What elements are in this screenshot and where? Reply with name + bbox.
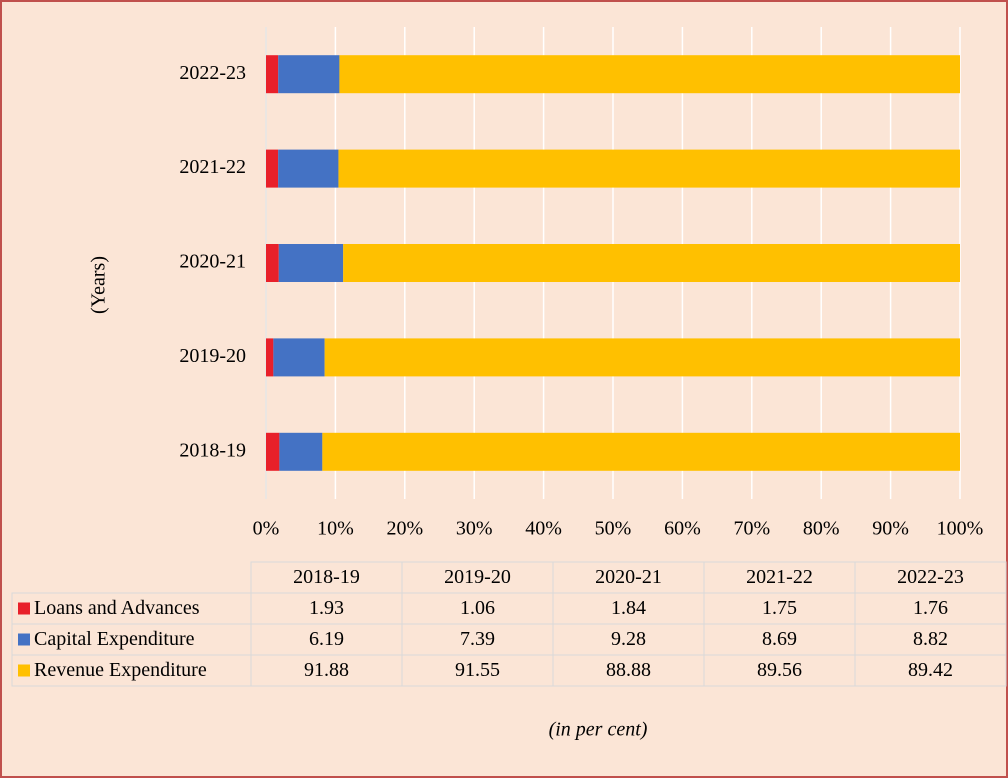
y-axis-label: (Years)	[88, 256, 110, 314]
table-header: 2018-19	[293, 566, 360, 588]
x-tick-label: 90%	[872, 518, 909, 540]
bar-segment	[343, 244, 960, 282]
table-value: 9.28	[611, 628, 646, 650]
bar-segment	[278, 244, 344, 282]
table-value: 91.88	[304, 659, 349, 681]
table-value: 1.75	[762, 597, 797, 619]
bar-segment	[266, 149, 279, 188]
table-value: 7.39	[460, 628, 495, 650]
bar-segment	[266, 55, 279, 94]
x-tick-label: 0%	[253, 518, 280, 540]
bar-segment	[324, 338, 960, 377]
x-tick-label: 70%	[733, 518, 770, 540]
legend-label: Capital Expenditure	[34, 628, 195, 650]
bar-segment	[322, 432, 961, 471]
bar-segment	[266, 244, 279, 282]
table-header: 2020-21	[595, 566, 662, 588]
table-value: 6.19	[309, 628, 344, 650]
legend-swatch	[18, 633, 30, 646]
legend-label: Revenue Expenditure	[34, 659, 207, 681]
bar-segment	[339, 55, 961, 94]
x-tick-label: 50%	[595, 518, 632, 540]
bar-segment	[266, 338, 274, 377]
y-tick-label: 2020-21	[179, 251, 246, 273]
note: (in per cent)	[549, 719, 648, 741]
legend-swatch	[18, 602, 30, 615]
bar-segment	[279, 432, 323, 471]
x-tick-label: 20%	[386, 518, 423, 540]
bar-segment	[338, 149, 960, 188]
table-value: 1.93	[309, 597, 344, 619]
table-value: 1.06	[460, 597, 495, 619]
table-value: 8.69	[762, 628, 797, 650]
table-header: 2021-22	[746, 566, 813, 588]
x-tick-label: 30%	[456, 518, 493, 540]
x-tick-label: 10%	[317, 518, 354, 540]
table-value: 1.76	[913, 597, 948, 619]
table-value: 91.55	[455, 659, 500, 681]
bar-segment	[273, 338, 325, 377]
table-header: 2022-23	[897, 566, 964, 588]
y-tick-label: 2022-23	[179, 62, 246, 84]
table-cell	[854, 654, 1007, 687]
legend-swatch	[18, 664, 30, 677]
x-tick-label: 100%	[937, 518, 984, 540]
y-tick-label: 2021-22	[179, 156, 246, 178]
table-header: 2019-20	[444, 566, 511, 588]
x-tick-label: 60%	[664, 518, 701, 540]
table-value: 89.42	[908, 659, 953, 681]
bar-segment	[266, 432, 280, 471]
y-tick-label: 2019-20	[179, 345, 246, 367]
legend-label: Loans and Advances	[34, 597, 200, 619]
table-value: 89.56	[757, 659, 802, 681]
table-value: 8.82	[913, 628, 948, 650]
x-tick-label: 40%	[525, 518, 562, 540]
table-value: 1.84	[611, 597, 646, 619]
bar-segment	[278, 149, 339, 188]
bar-segment	[278, 55, 340, 94]
x-tick-label: 80%	[803, 518, 840, 540]
table-value: 88.88	[606, 659, 651, 681]
y-tick-label: 2018-19	[179, 439, 246, 461]
